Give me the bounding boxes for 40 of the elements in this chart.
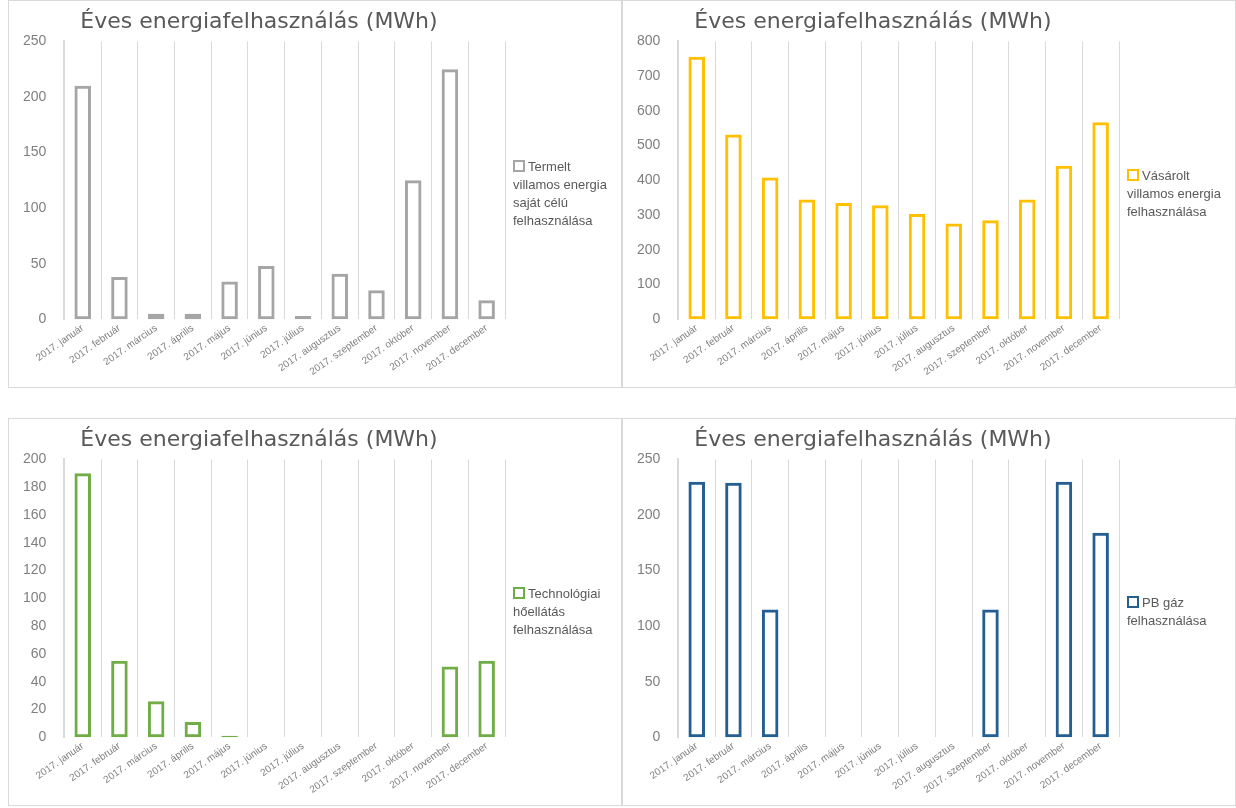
y-tick-label: 80 bbox=[30, 616, 47, 633]
y-tick-label: 50 bbox=[30, 254, 47, 271]
y-tick-label: 50 bbox=[644, 672, 661, 689]
y-tick-label: 800 bbox=[637, 32, 661, 49]
y-tick-label: 200 bbox=[637, 505, 661, 522]
y-tick-label: 200 bbox=[637, 240, 661, 257]
y-tick-label: 100 bbox=[637, 275, 661, 292]
chart-title: Éves energiafelhasználás (MWh) bbox=[694, 7, 1052, 33]
y-tick-label: 300 bbox=[637, 205, 661, 222]
y-tick-label: 20 bbox=[30, 700, 47, 717]
legend-label: Vásárolt villamos energia felhasználása bbox=[1127, 168, 1221, 219]
y-tick-label: 200 bbox=[23, 87, 47, 104]
y-tick-label: 250 bbox=[23, 32, 47, 49]
y-tick-label: 500 bbox=[637, 136, 661, 153]
y-tick-label: 140 bbox=[23, 533, 47, 550]
y-tick-label: 0 bbox=[652, 728, 661, 745]
chart-title: Éves energiafelhasználás (MWh) bbox=[80, 7, 438, 33]
y-tick-label: 100 bbox=[23, 198, 47, 215]
y-tick-label: 60 bbox=[30, 644, 47, 661]
legend-label: PB gáz felhasználása bbox=[1127, 595, 1207, 628]
y-tick-label: 700 bbox=[637, 66, 661, 83]
y-tick-label: 100 bbox=[637, 616, 661, 633]
y-tick-label: 100 bbox=[23, 589, 47, 606]
y-tick-label: 120 bbox=[23, 561, 47, 578]
legend-label: Technológiai hőellátás felhasználása bbox=[513, 586, 601, 637]
y-tick-label: 250 bbox=[637, 450, 661, 467]
y-tick-label: 150 bbox=[23, 143, 47, 160]
chart-title: Éves energiafelhasználás (MWh) bbox=[694, 425, 1052, 451]
legend-label: Termelt villamos energia saját célú felhasználása bbox=[513, 159, 607, 228]
y-tick-label: 160 bbox=[23, 505, 47, 522]
y-tick-label: 180 bbox=[23, 478, 47, 495]
y-tick-label: 600 bbox=[637, 101, 661, 118]
y-tick-label: 0 bbox=[652, 310, 661, 327]
y-tick-label: 150 bbox=[637, 561, 661, 578]
y-tick-label: 40 bbox=[30, 672, 47, 689]
y-tick-label: 0 bbox=[38, 728, 47, 745]
y-tick-label: 200 bbox=[23, 450, 47, 467]
y-tick-label: 0 bbox=[38, 310, 47, 327]
y-tick-label: 400 bbox=[637, 171, 661, 188]
chart-title: Éves energiafelhasználás (MWh) bbox=[80, 425, 438, 451]
